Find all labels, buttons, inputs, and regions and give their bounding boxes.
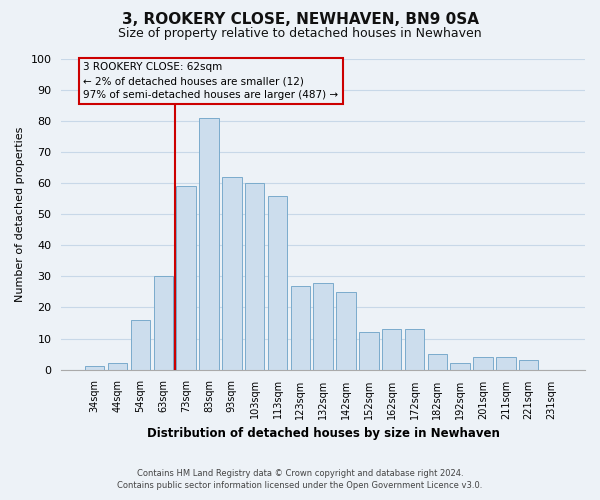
Text: Size of property relative to detached houses in Newhaven: Size of property relative to detached ho… — [118, 28, 482, 40]
Bar — [336, 292, 356, 370]
Bar — [428, 354, 447, 370]
Bar — [290, 286, 310, 370]
Bar — [405, 329, 424, 370]
Bar — [108, 364, 127, 370]
Bar — [85, 366, 104, 370]
Text: 3, ROOKERY CLOSE, NEWHAVEN, BN9 0SA: 3, ROOKERY CLOSE, NEWHAVEN, BN9 0SA — [121, 12, 479, 28]
X-axis label: Distribution of detached houses by size in Newhaven: Distribution of detached houses by size … — [147, 427, 500, 440]
Bar — [131, 320, 150, 370]
Text: 3 ROOKERY CLOSE: 62sqm
← 2% of detached houses are smaller (12)
97% of semi-deta: 3 ROOKERY CLOSE: 62sqm ← 2% of detached … — [83, 62, 338, 100]
Bar — [451, 364, 470, 370]
Y-axis label: Number of detached properties: Number of detached properties — [15, 126, 25, 302]
Bar — [245, 183, 265, 370]
Bar — [154, 276, 173, 370]
Text: Contains HM Land Registry data © Crown copyright and database right 2024.
Contai: Contains HM Land Registry data © Crown c… — [118, 468, 482, 490]
Bar — [359, 332, 379, 370]
Bar — [473, 357, 493, 370]
Bar — [313, 282, 333, 370]
Bar — [176, 186, 196, 370]
Bar — [222, 177, 242, 370]
Bar — [519, 360, 538, 370]
Bar — [199, 118, 218, 370]
Bar — [496, 357, 515, 370]
Bar — [382, 329, 401, 370]
Bar — [268, 196, 287, 370]
